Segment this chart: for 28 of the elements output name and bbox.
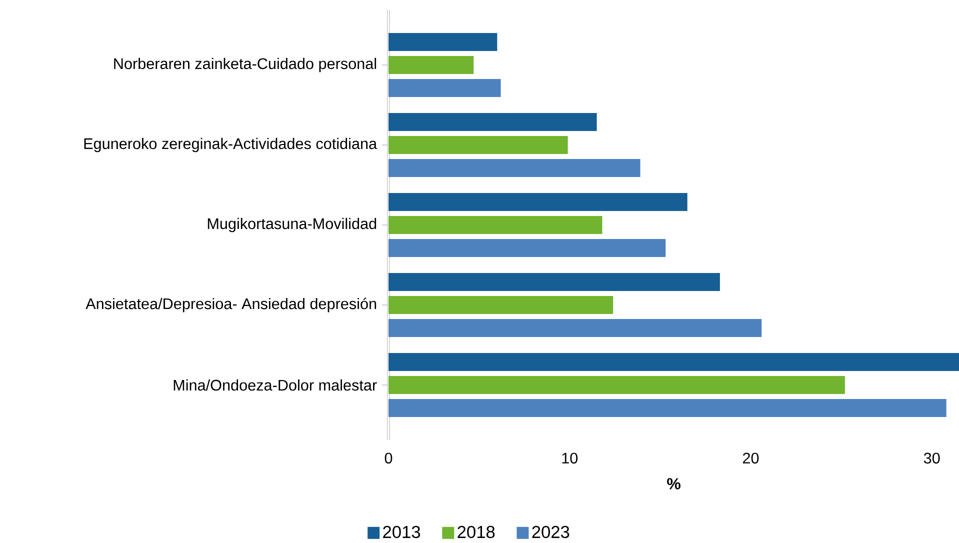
bar [388,239,666,257]
x-tick-label: 20 [742,452,759,464]
y-tick-label: Ansietatea/Depresioa- Ansiedad depresión [86,298,376,312]
x-axis-title: % [667,478,680,490]
bar [388,353,959,372]
bar [388,159,640,177]
bar [388,296,614,314]
y-tick-label: Mugikortasuna-Movilidad [208,218,376,232]
bar [388,399,946,418]
x-tick-label: 10 [562,452,578,464]
legend-label: 2013 [383,526,420,538]
legend-label: 2018 [458,526,495,538]
legend-label: 2023 [532,526,570,538]
bar [388,56,474,74]
bar [388,273,720,292]
x-tick-label: 0 [384,452,392,464]
y-tick-label: Eguneroko zereginak-Actividades cotidiana [84,138,378,152]
bar [388,319,762,338]
y-tick-label: Mina/Ondoeza-Dolor malestar [174,379,377,391]
bar [388,136,568,154]
bar [388,193,688,211]
y-tick-label: Norberaren zainketa-Cuidado personal [114,58,376,72]
bar [388,113,597,131]
bar [388,79,501,97]
bar [388,376,845,394]
bar [388,216,602,234]
x-tick-label: 30 [924,452,940,464]
bar [388,33,498,51]
